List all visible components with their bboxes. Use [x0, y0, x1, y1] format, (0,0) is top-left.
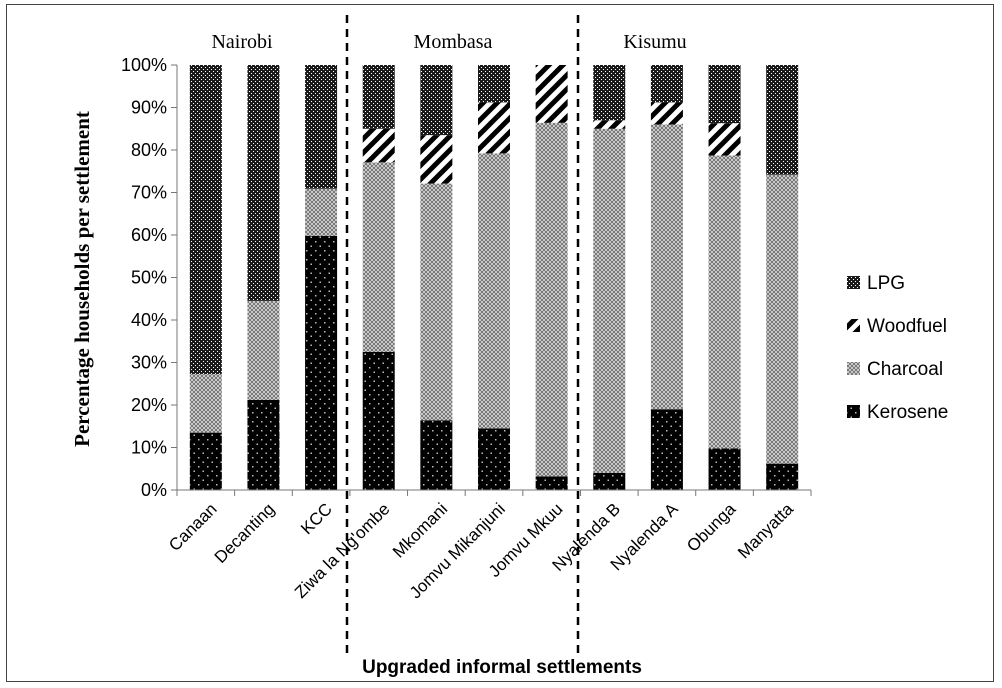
- bar-nyalenda-a-kerosene: [650, 409, 683, 490]
- bar-canaan-kerosene: [189, 432, 222, 491]
- bar-manyatta-lpg: [766, 65, 799, 175]
- region-label-nairobi: Nairobi: [211, 31, 273, 53]
- legend-swatch-woodfuel: [847, 319, 860, 332]
- x-axis-title: Upgraded informal settlements: [362, 657, 642, 678]
- legend: LPG Woodfuel Charcoal Kerosene: [847, 273, 948, 423]
- x-tick-label-kcc: KCC: [297, 499, 336, 538]
- bar-nyalenda-a-charcoal: [650, 124, 683, 410]
- bar-kcc-lpg: [305, 65, 338, 189]
- axes-layer: 0% 10% 20% 30% 40% 50% 60% 70% 80% 90% 100% CanaanD…: [121, 55, 812, 602]
- y-tick-label: 30%: [131, 353, 167, 373]
- bar-ziwa-la-ng-ombe-kerosene: [362, 351, 395, 491]
- y-tick-label: 60%: [131, 225, 167, 245]
- bar-kcc-charcoal: [305, 188, 338, 236]
- legend-label-kerosene: Kerosene: [867, 402, 948, 423]
- bar-decanting-charcoal: [247, 300, 280, 400]
- y-tick-label: 90%: [131, 98, 167, 118]
- bar-jomvu-mikanjuni-lpg: [478, 65, 510, 103]
- bar-obunga-charcoal: [708, 155, 741, 449]
- legend-label-charcoal: Charcoal: [867, 359, 943, 380]
- chart-frame: Nairobi Mombasa Kisumu 0% 10% 20% 30% 40% 50%…: [6, 4, 994, 682]
- bar-obunga-kerosene: [708, 448, 741, 490]
- y-tick-label: 20%: [131, 395, 167, 415]
- bar-jomvu-mkuu-kerosene: [535, 476, 568, 490]
- x-tick-label-obunga: Obunga: [683, 499, 740, 556]
- bar-kcc-kerosene: [305, 235, 338, 490]
- bar-jomvu-mkuu-charcoal: [535, 122, 568, 477]
- bar-nyalenda-b-woodfuel: [593, 120, 626, 129]
- legend-swatch-kerosene: [847, 405, 860, 418]
- bar-obunga-woodfuel: [708, 123, 741, 156]
- legend-label-lpg: LPG: [867, 273, 905, 294]
- bar-ziwa-la-ng-ombe-lpg: [362, 65, 395, 129]
- bar-jomvu-mkuu-woodfuel: [535, 65, 568, 123]
- chart-svg: Nairobi Mombasa Kisumu 0% 10% 20% 30% 40% 50%…: [70, 15, 948, 678]
- bar-manyatta-kerosene: [766, 463, 799, 490]
- region-label-mombasa: Mombasa: [414, 31, 493, 53]
- bar-canaan-lpg: [189, 65, 222, 374]
- bar-obunga-lpg: [708, 65, 741, 124]
- y-tick-label: 40%: [131, 310, 167, 330]
- bar-ziwa-la-ng-ombe-woodfuel: [362, 128, 395, 163]
- bar-nyalenda-b-lpg: [593, 65, 626, 121]
- bars-layer: [189, 65, 799, 491]
- y-tick-label: 50%: [131, 268, 167, 288]
- bar-decanting-kerosene: [247, 399, 280, 490]
- bar-nyalenda-b-kerosene: [593, 473, 626, 490]
- x-tick-label-decanting: Decanting: [211, 499, 279, 567]
- bar-nyalenda-b-charcoal: [593, 128, 626, 473]
- bar-canaan-charcoal: [189, 373, 222, 433]
- bar-nyalenda-a-lpg: [650, 65, 683, 103]
- bar-nyalenda-a-woodfuel: [650, 102, 683, 125]
- bar-mkomani-kerosene: [420, 420, 453, 490]
- y-tick-label: 0%: [141, 480, 167, 500]
- bar-mkomani-charcoal: [420, 183, 453, 421]
- y-tick-label: 10%: [131, 438, 167, 458]
- legend-swatch-lpg: [847, 276, 860, 289]
- x-tick-label-manyatta: Manyatta: [734, 499, 797, 562]
- y-tick-label: 80%: [131, 140, 167, 160]
- bar-jomvu-mikanjuni-charcoal: [478, 153, 510, 429]
- y-tick-label: 100%: [121, 55, 167, 75]
- x-tick-label-canaan: Canaan: [165, 499, 221, 555]
- region-label-kisumu: Kisumu: [623, 31, 686, 53]
- bar-decanting-lpg: [247, 65, 280, 301]
- bar-mkomani-lpg: [420, 65, 453, 136]
- bar-mkomani-woodfuel: [420, 135, 453, 184]
- legend-swatch-charcoal: [847, 362, 860, 375]
- bar-ziwa-la-ng-ombe-charcoal: [362, 162, 395, 352]
- bar-jomvu-mikanjuni-kerosene: [478, 428, 510, 491]
- bar-jomvu-mikanjuni-woodfuel: [478, 102, 510, 154]
- bar-manyatta-charcoal: [766, 174, 799, 464]
- legend-label-woodfuel: Woodfuel: [867, 316, 947, 337]
- y-tick-label: 70%: [131, 183, 167, 203]
- y-axis-title: Percentage households per settlement: [70, 111, 94, 447]
